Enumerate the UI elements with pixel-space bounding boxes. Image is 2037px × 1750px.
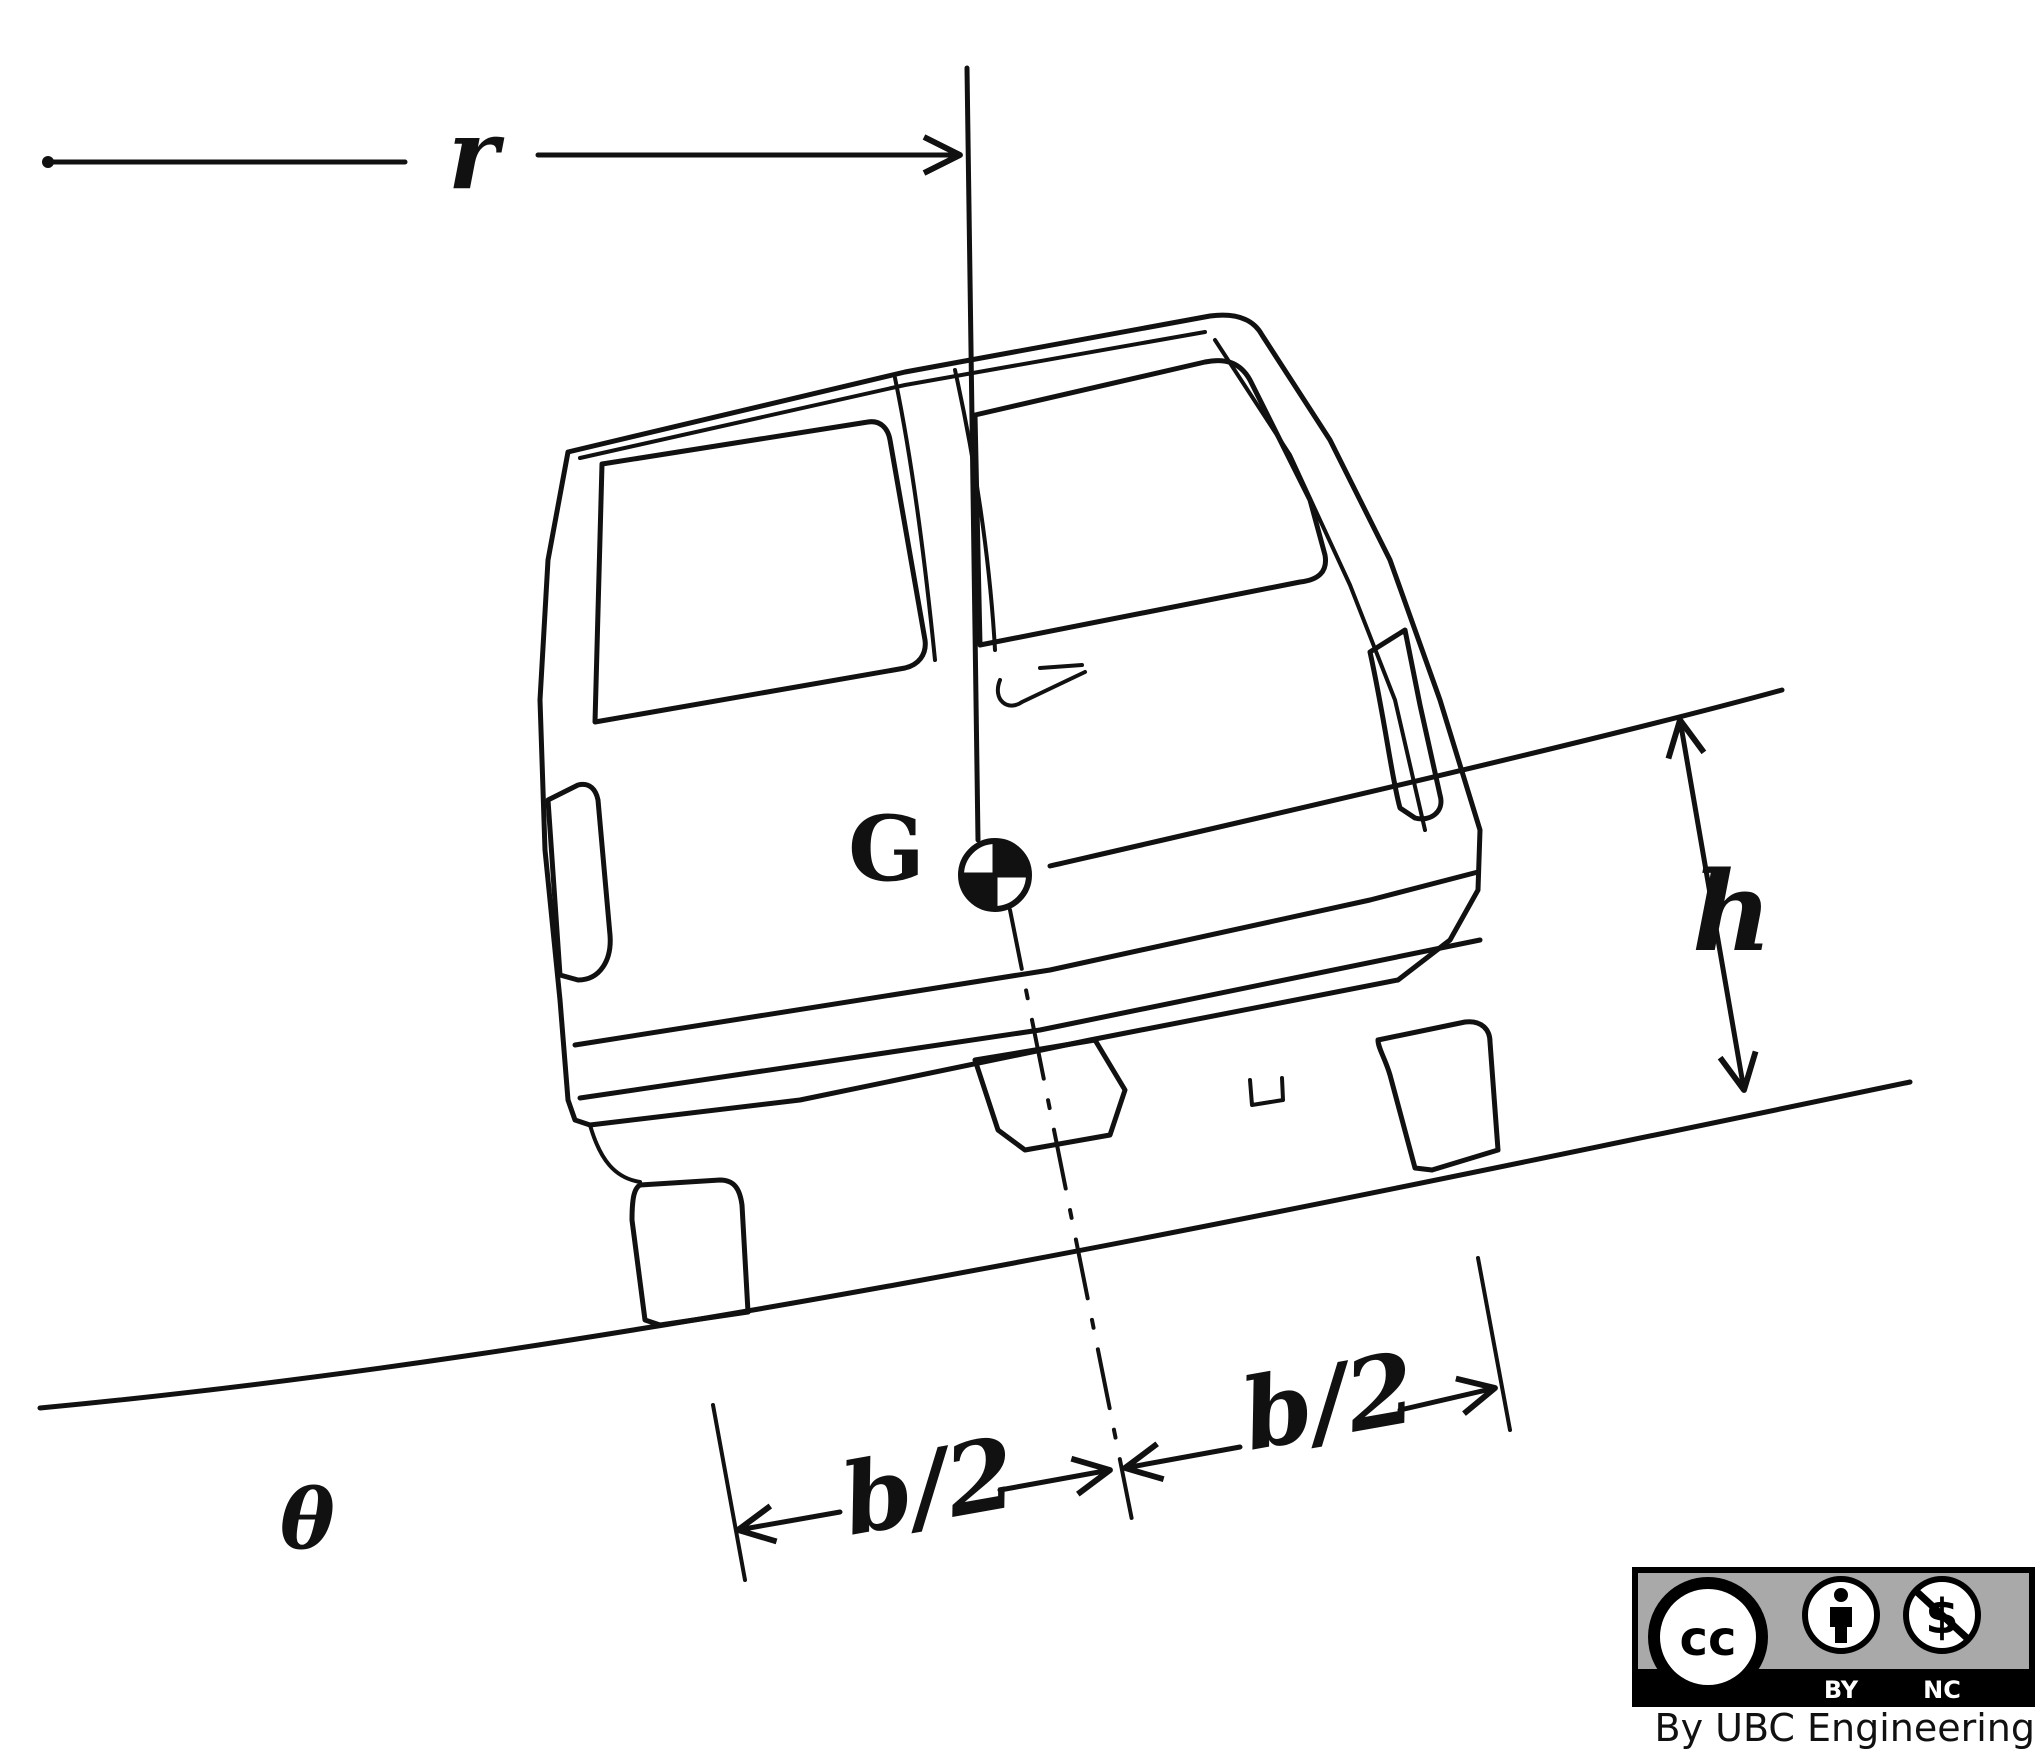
bank-angle-label: θ bbox=[280, 1472, 335, 1568]
half-track-left-label: b/2 bbox=[834, 1415, 1024, 1558]
door-handle bbox=[996, 663, 1087, 708]
license-plate-area bbox=[972, 1037, 1128, 1153]
nc-label: NC bbox=[1923, 1676, 1961, 1704]
radius-label: r bbox=[448, 98, 505, 211]
left-rear-window bbox=[592, 419, 928, 725]
right-rear-window bbox=[972, 358, 1329, 648]
half-track-right-label: b/2 bbox=[1234, 1330, 1424, 1473]
license-credit: By UBC Engineering bbox=[1654, 1706, 2035, 1750]
center-of-gravity-marker: G bbox=[848, 796, 1032, 912]
rear-bumper bbox=[572, 869, 1481, 1048]
cc-license-badge: cc $ BY NC bbox=[1632, 1567, 2035, 1707]
by-label: BY bbox=[1824, 1676, 1859, 1704]
right-tail-light bbox=[1367, 627, 1444, 822]
center-of-gravity-label: G bbox=[848, 796, 925, 902]
cc-icon: cc bbox=[1648, 1577, 1768, 1697]
van-body bbox=[537, 312, 1483, 1128]
right-rear-tire bbox=[1375, 1019, 1501, 1173]
svg-text:cc: cc bbox=[1680, 1611, 1737, 1667]
height-reference-line bbox=[1047, 687, 1785, 869]
left-rear-tire bbox=[629, 1177, 751, 1328]
vehicle-centerline bbox=[1008, 908, 1135, 1527]
height-dimension: h bbox=[1665, 717, 1772, 1093]
noncommercial-icon: $ bbox=[1903, 1576, 1981, 1654]
road-surface bbox=[37, 1079, 1913, 1411]
radius-dimension: r bbox=[42, 98, 963, 211]
attribution-icon bbox=[1802, 1576, 1880, 1654]
height-label: h bbox=[1692, 847, 1772, 976]
left-tail-light bbox=[545, 781, 613, 983]
track-width-dimensions: b/2 b/2 bbox=[711, 1256, 1512, 1582]
van-drawing bbox=[537, 312, 1501, 1328]
